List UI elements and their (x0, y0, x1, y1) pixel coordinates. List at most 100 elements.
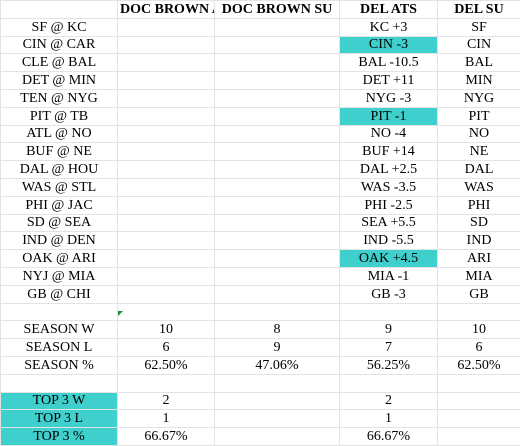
del-ats-cell[interactable]: IND -5.5 (340, 232, 438, 250)
del-su-cell[interactable]: CIN (438, 36, 520, 54)
doc-brown-su-cell[interactable] (215, 89, 340, 107)
doc-brown-ats-cell[interactable]: 1 (118, 410, 215, 428)
del-su-cell[interactable]: MIN (438, 72, 520, 90)
game-cell[interactable]: TEN @ NYG (1, 89, 118, 107)
del-ats-cell[interactable]: NYG -3 (340, 89, 438, 107)
game-cell[interactable]: GB @ CHI (1, 285, 118, 303)
del-su-cell[interactable]: SF (438, 18, 520, 36)
del-ats-cell[interactable]: 56.25% (340, 356, 438, 374)
empty-cell[interactable] (215, 374, 340, 392)
del-su-cell[interactable]: NE (438, 143, 520, 161)
empty-cell[interactable] (1, 374, 118, 392)
del-ats-cell[interactable]: 2 (340, 392, 438, 410)
del-ats-cell[interactable]: BAL -10.5 (340, 54, 438, 72)
game-cell[interactable]: SD @ SEA (1, 214, 118, 232)
doc-brown-ats-cell[interactable] (118, 178, 215, 196)
game-cell[interactable]: WAS @ STL (1, 178, 118, 196)
del-su-cell[interactable]: 62.50% (438, 356, 520, 374)
del-ats-cell[interactable]: PIT -1 (340, 107, 438, 125)
doc-brown-ats-cell[interactable] (118, 214, 215, 232)
empty-cell[interactable] (438, 303, 520, 321)
del-ats-cell[interactable]: PHI -2.5 (340, 196, 438, 214)
doc-brown-su-cell[interactable] (215, 428, 340, 446)
doc-brown-su-cell[interactable] (215, 178, 340, 196)
doc-brown-ats-cell[interactable]: 62.50% (118, 356, 215, 374)
del-su-cell[interactable]: IND (438, 232, 520, 250)
del-su-cell[interactable] (438, 392, 520, 410)
doc-brown-ats-cell[interactable] (118, 143, 215, 161)
doc-brown-su-cell[interactable] (215, 267, 340, 285)
doc-brown-su-cell[interactable] (215, 125, 340, 143)
del-su-cell[interactable]: 6 (438, 339, 520, 357)
game-cell[interactable]: CLE @ BAL (1, 54, 118, 72)
del-ats-cell[interactable]: CIN -3 (340, 36, 438, 54)
empty-cell[interactable] (118, 303, 215, 321)
del-su-cell[interactable]: PIT (438, 107, 520, 125)
del-su-cell[interactable]: BAL (438, 54, 520, 72)
season-label-cell[interactable]: SEASON L (1, 339, 118, 357)
doc-brown-su-cell[interactable] (215, 410, 340, 428)
doc-brown-ats-cell[interactable] (118, 72, 215, 90)
header-cell-corner[interactable] (1, 1, 118, 19)
del-ats-cell[interactable]: 66.67% (340, 428, 438, 446)
del-ats-cell[interactable]: 9 (340, 321, 438, 339)
game-cell[interactable]: CIN @ CAR (1, 36, 118, 54)
doc-brown-su-cell[interactable] (215, 18, 340, 36)
doc-brown-ats-cell[interactable] (118, 36, 215, 54)
doc-brown-su-cell[interactable] (215, 107, 340, 125)
del-su-cell[interactable]: DAL (438, 161, 520, 179)
del-ats-cell[interactable]: DET +11 (340, 72, 438, 90)
del-ats-cell[interactable]: BUF +14 (340, 143, 438, 161)
doc-brown-su-cell[interactable]: 8 (215, 321, 340, 339)
header-cell-doc-brown-su[interactable]: DOC BROWN SU (215, 1, 340, 19)
del-ats-cell[interactable]: KC +3 (340, 18, 438, 36)
del-su-cell[interactable] (438, 428, 520, 446)
del-su-cell[interactable]: 10 (438, 321, 520, 339)
game-cell[interactable]: BUF @ NE (1, 143, 118, 161)
doc-brown-su-cell[interactable] (215, 54, 340, 72)
del-su-cell[interactable]: NO (438, 125, 520, 143)
del-ats-cell[interactable]: 7 (340, 339, 438, 357)
del-su-cell[interactable]: GB (438, 285, 520, 303)
game-cell[interactable]: OAK @ ARI (1, 250, 118, 268)
doc-brown-ats-cell[interactable]: 10 (118, 321, 215, 339)
doc-brown-su-cell[interactable] (215, 36, 340, 54)
del-ats-cell[interactable]: OAK +4.5 (340, 250, 438, 268)
header-cell-del-ats[interactable]: DEL ATS (340, 1, 438, 19)
game-cell[interactable]: DAL @ HOU (1, 161, 118, 179)
empty-cell[interactable] (215, 303, 340, 321)
empty-cell[interactable] (438, 374, 520, 392)
doc-brown-su-cell[interactable]: 9 (215, 339, 340, 357)
doc-brown-ats-cell[interactable] (118, 196, 215, 214)
empty-cell[interactable] (118, 374, 215, 392)
doc-brown-ats-cell[interactable] (118, 161, 215, 179)
doc-brown-ats-cell[interactable]: 66.67% (118, 428, 215, 446)
doc-brown-ats-cell[interactable] (118, 107, 215, 125)
doc-brown-ats-cell[interactable]: 2 (118, 392, 215, 410)
doc-brown-su-cell[interactable]: 47.06% (215, 356, 340, 374)
season-label-cell[interactable]: SEASON % (1, 356, 118, 374)
doc-brown-su-cell[interactable] (215, 196, 340, 214)
doc-brown-ats-cell[interactable] (118, 232, 215, 250)
del-ats-cell[interactable]: GB -3 (340, 285, 438, 303)
header-cell-del-su[interactable]: DEL SU (438, 1, 520, 19)
season-label-cell[interactable]: SEASON W (1, 321, 118, 339)
del-su-cell[interactable] (438, 410, 520, 428)
game-cell[interactable]: ATL @ NO (1, 125, 118, 143)
top3-label-cell[interactable]: TOP 3 L (1, 410, 118, 428)
del-ats-cell[interactable]: NO -4 (340, 125, 438, 143)
doc-brown-ats-cell[interactable] (118, 18, 215, 36)
doc-brown-ats-cell[interactable] (118, 54, 215, 72)
game-cell[interactable]: PIT @ TB (1, 107, 118, 125)
del-ats-cell[interactable]: WAS -3.5 (340, 178, 438, 196)
doc-brown-su-cell[interactable] (215, 232, 340, 250)
game-cell[interactable]: NYJ @ MIA (1, 267, 118, 285)
doc-brown-su-cell[interactable] (215, 285, 340, 303)
doc-brown-su-cell[interactable] (215, 143, 340, 161)
doc-brown-ats-cell[interactable] (118, 250, 215, 268)
doc-brown-ats-cell[interactable] (118, 89, 215, 107)
game-cell[interactable]: SF @ KC (1, 18, 118, 36)
del-su-cell[interactable]: PHI (438, 196, 520, 214)
game-cell[interactable]: IND @ DEN (1, 232, 118, 250)
empty-cell[interactable] (340, 374, 438, 392)
